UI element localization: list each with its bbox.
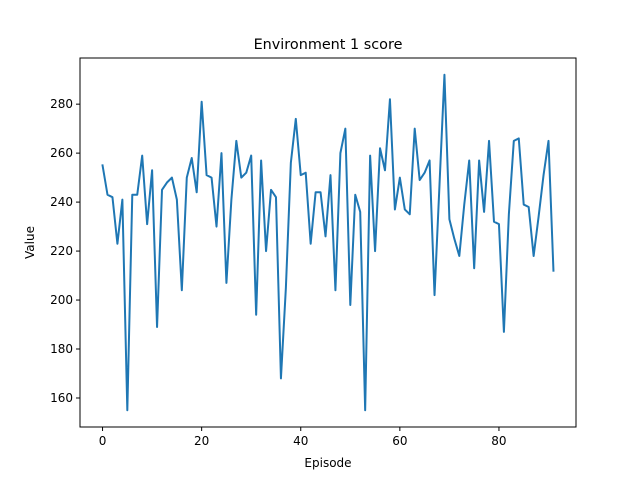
x-axis-label: Episode <box>304 456 351 470</box>
x-axis: 0 20 40 60 80 <box>99 427 507 448</box>
chart-title: Environment 1 score <box>254 37 403 53</box>
y-tick-label: 200 <box>50 293 73 307</box>
y-axis-label: Value <box>23 226 37 259</box>
x-tick-label: 80 <box>491 434 506 448</box>
y-axis: 160 180 200 220 240 260 280 <box>50 97 80 405</box>
y-tick-label: 160 <box>50 391 73 405</box>
y-tick-label: 240 <box>50 195 73 209</box>
x-tick-label: 20 <box>194 434 209 448</box>
y-tick-label: 260 <box>50 146 73 160</box>
axes-frame <box>79 57 577 428</box>
x-tick-label: 0 <box>99 434 107 448</box>
y-tick-label: 180 <box>50 342 73 356</box>
y-tick-label: 280 <box>50 97 73 111</box>
y-tick-label: 220 <box>50 244 73 258</box>
series-line <box>101 73 555 412</box>
x-tick-label: 40 <box>293 434 308 448</box>
plot-area <box>101 73 555 412</box>
x-tick-label: 60 <box>392 434 407 448</box>
